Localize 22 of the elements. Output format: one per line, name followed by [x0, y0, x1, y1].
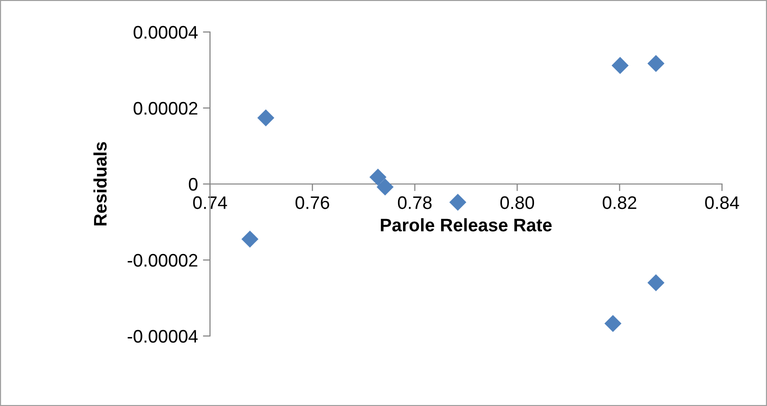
point: [647, 55, 664, 72]
point: [376, 178, 394, 196]
x-tick-label: 0.78: [398, 196, 432, 210]
point: [647, 274, 664, 292]
point: [612, 56, 629, 74]
y-tick-label: -0.00004: [128, 330, 198, 343]
y-tick-label: 0.00004: [134, 26, 198, 39]
x-tick-label: 0.80: [500, 196, 534, 210]
point: [241, 230, 258, 248]
y-tick-label: 0.00002: [134, 102, 198, 115]
y-tick-label: -0.00002: [128, 254, 198, 267]
point: [449, 194, 466, 211]
point: [604, 314, 622, 332]
x-tick-label: 0.84: [705, 196, 740, 210]
point: [257, 109, 274, 126]
x-tick-label: 0.76: [296, 196, 330, 210]
x-tick-label: 0.82: [602, 196, 636, 210]
y-axis-title: Residuals: [93, 142, 107, 226]
x-tick-label: 0.74: [193, 196, 228, 210]
x-axis-title: Parole Release Rate: [380, 218, 552, 232]
point: [369, 168, 386, 186]
y-tick-label: 0: [188, 178, 198, 191]
